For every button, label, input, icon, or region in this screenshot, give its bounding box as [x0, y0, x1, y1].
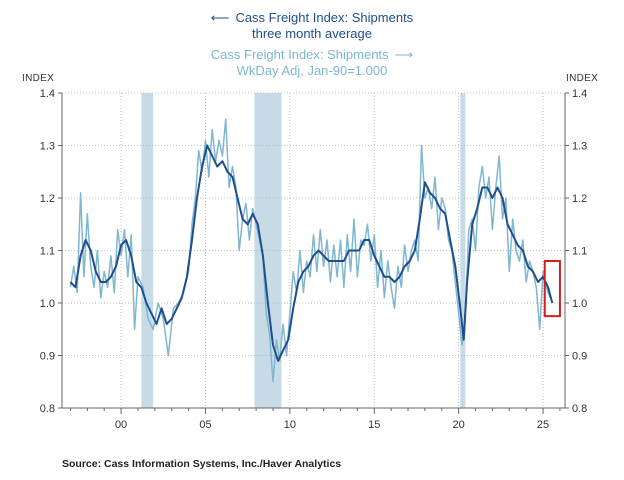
recession-band-0 — [141, 93, 154, 408]
highlight-box-latest — [543, 260, 561, 318]
y-tick-label-left-1: 0.9 — [40, 351, 55, 363]
legend-secondary-text1: Cass Freight Index: Shipments — [210, 47, 389, 62]
legend-three-month-average: ⟵ Cass Freight Index: Shipments three mon… — [0, 10, 624, 42]
arrow-right-icon: ⟶ — [394, 47, 414, 62]
y-tick-label-right-5: 1.3 — [572, 141, 587, 153]
legend-secondary-line2: WkDay Adj, Jan-90=1.000 — [236, 63, 388, 78]
y-axis-title-left: INDEX — [22, 73, 55, 84]
y-tick-label-left-5: 1.3 — [40, 141, 55, 153]
x-tick-label-0: 00 — [115, 419, 127, 431]
y-tick-label-right-4: 1.2 — [572, 193, 587, 205]
arrow-left-icon: ⟵ — [210, 10, 230, 25]
y-tick-label-left-6: 1.4 — [40, 88, 55, 100]
y-tick-label-right-1: 0.9 — [572, 351, 587, 363]
x-tick-label-3: 15 — [368, 419, 380, 431]
recession-band-2 — [460, 93, 466, 408]
y-tick-label-left-2: 1.0 — [40, 298, 55, 310]
x-tick-label-2: 10 — [284, 419, 296, 431]
series-line-three_month_avg — [69, 144, 554, 362]
y-tick-label-right-3: 1.1 — [572, 246, 587, 258]
y-tick-label-left-4: 1.2 — [40, 193, 55, 205]
y-tick-label-right-0: 0.8 — [572, 403, 587, 415]
legend-primary-line2: three month average — [252, 26, 372, 41]
y-tick-label-right-6: 1.4 — [572, 88, 587, 100]
legend-primary-line1: ⟵ Cass Freight Index: Shipments — [0, 10, 624, 26]
legend-secondary-line1: Cass Freight Index: Shipments ⟶ — [0, 47, 624, 63]
y-tick-label-right-2: 1.0 — [572, 298, 587, 310]
legend-primary-text1: Cass Freight Index: Shipments — [235, 10, 414, 25]
y-tick-label-left-3: 1.1 — [40, 246, 55, 258]
x-tick-label-5: 25 — [537, 419, 549, 431]
source-note: Source: Cass Information Systems, Inc./H… — [62, 458, 342, 470]
y-tick-label-left-0: 0.8 — [40, 403, 55, 415]
x-tick-label-4: 20 — [453, 419, 465, 431]
y-axis-title-right: INDEX — [566, 73, 599, 84]
legend-monthly: Cass Freight Index: Shipments ⟶ WkDay Adj… — [0, 47, 624, 79]
x-tick-label-1: 05 — [199, 419, 211, 431]
